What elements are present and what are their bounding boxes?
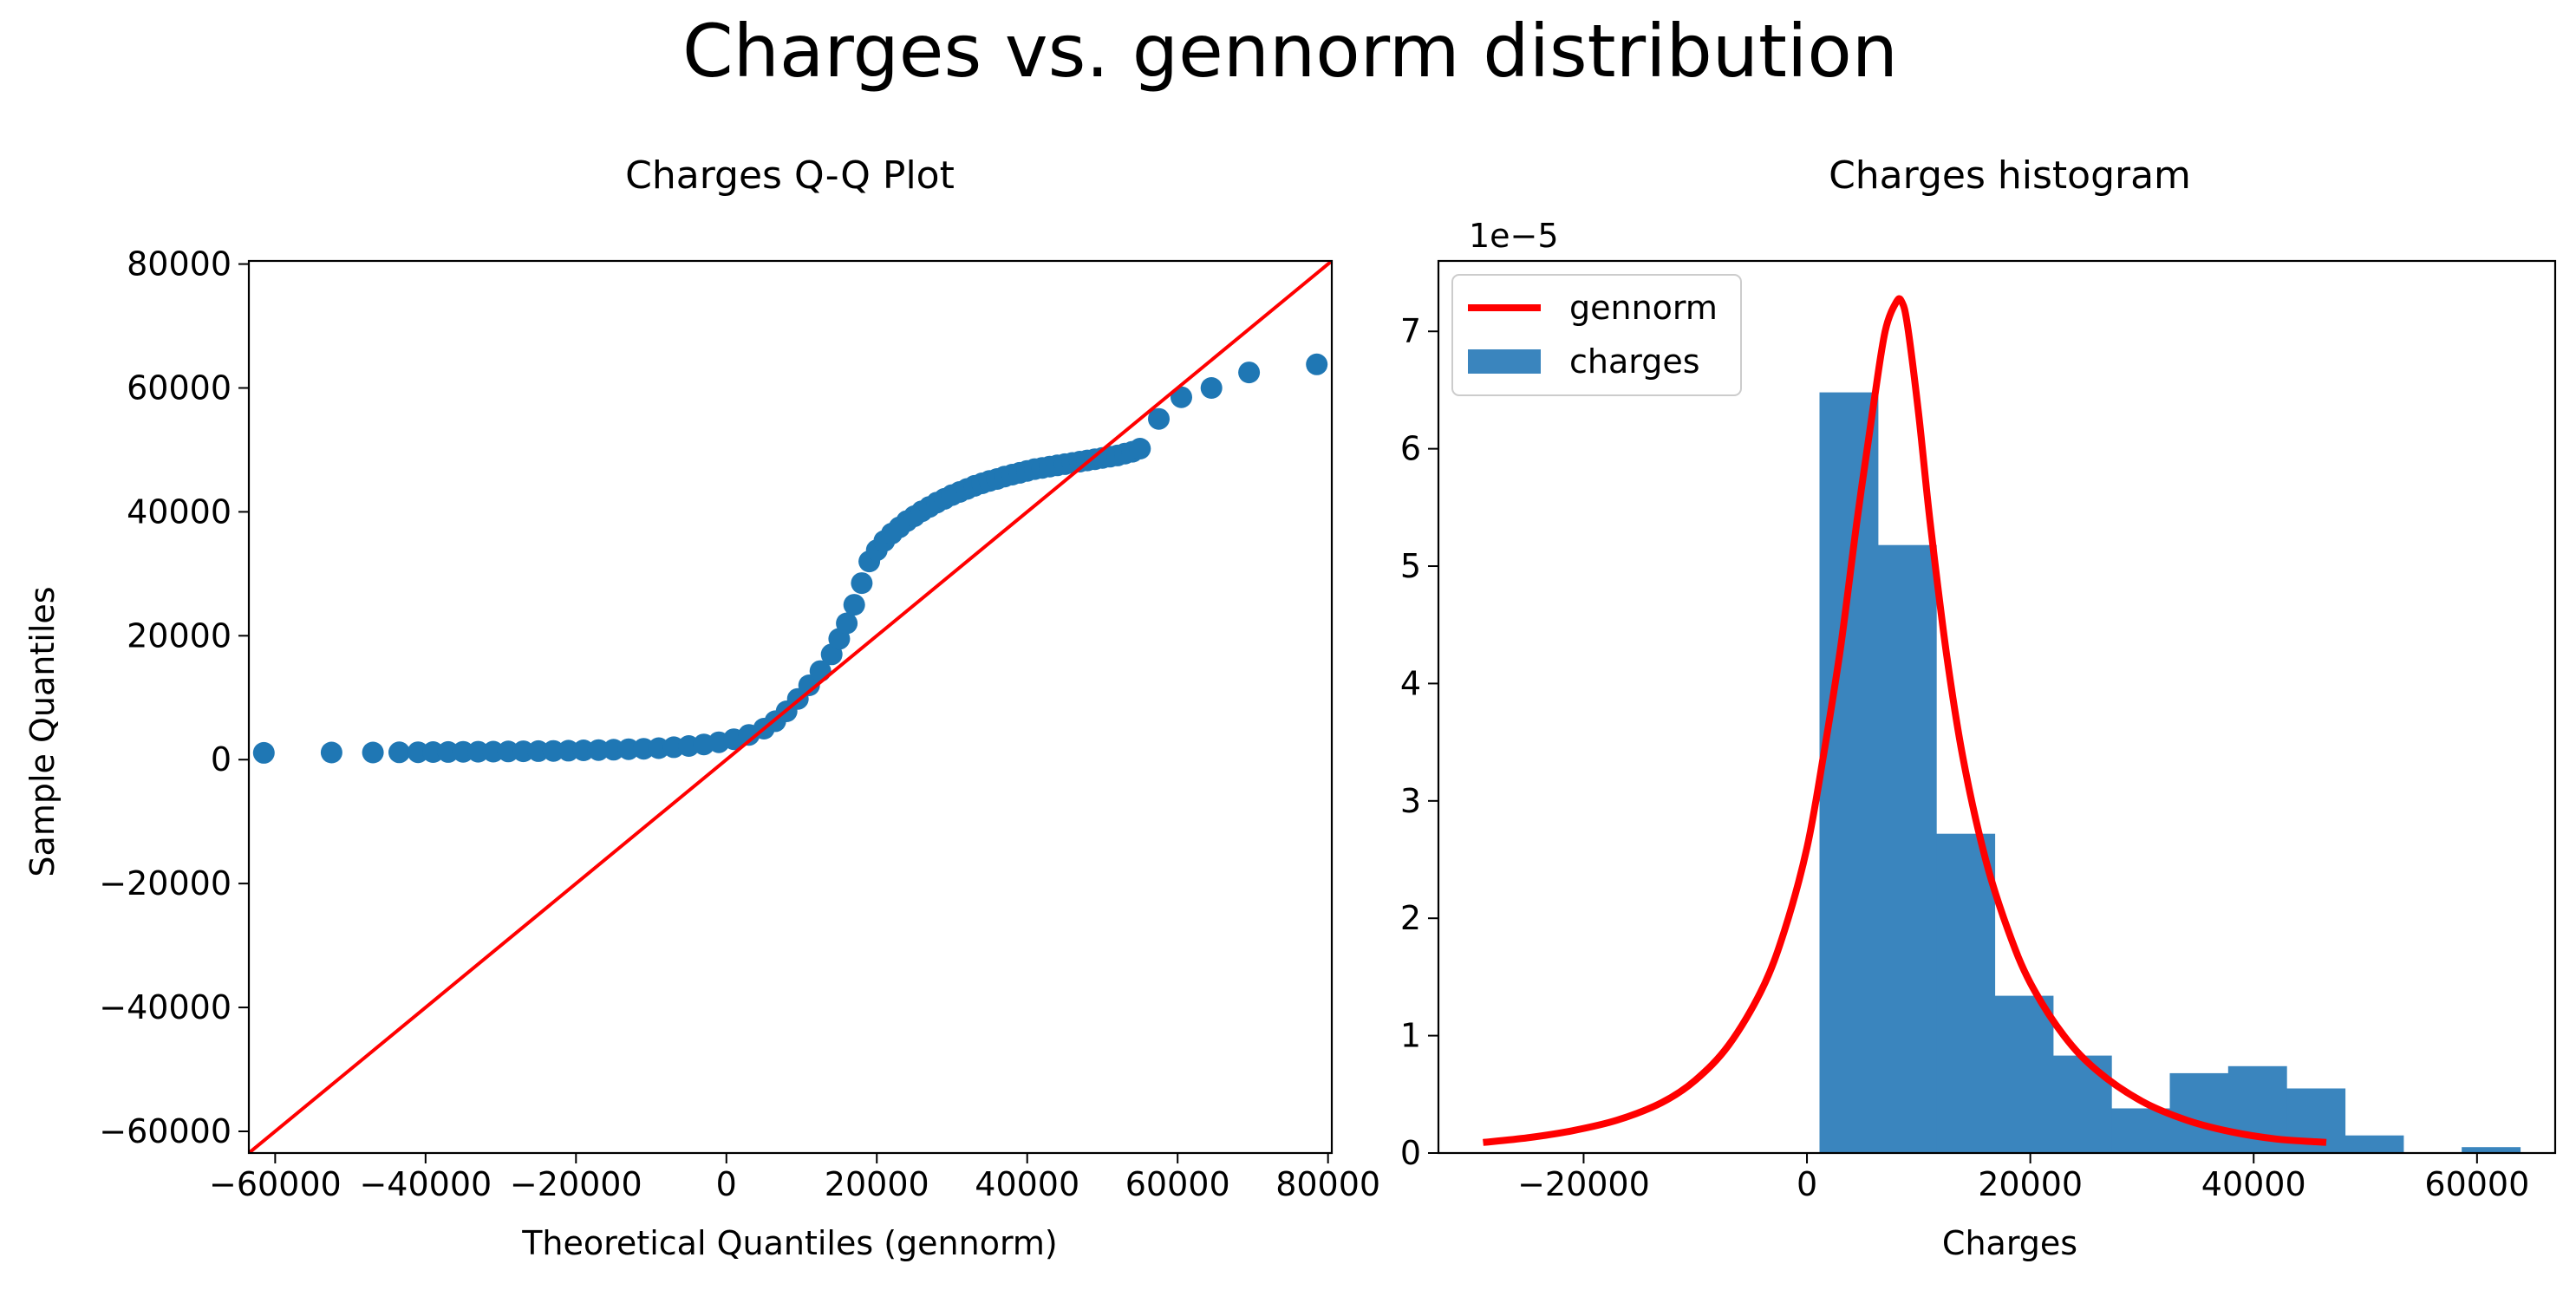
qq-x-tick-label: 60000 — [1125, 1165, 1230, 1203]
qq-point — [843, 594, 865, 616]
qq-point — [1171, 386, 1192, 408]
qq-point — [422, 741, 444, 763]
qq-point — [512, 740, 535, 763]
histogram-x-tick-label: 60000 — [2424, 1165, 2529, 1203]
qq-point — [467, 740, 489, 763]
histogram-y-tick-label: 7 — [1400, 312, 1421, 350]
qq-point — [542, 739, 564, 762]
qq-y-tick-label: 80000 — [127, 245, 232, 283]
histogram-x-tick-label: −20000 — [1517, 1165, 1650, 1203]
qq-y-tick-label: −40000 — [99, 988, 232, 1026]
qq-point — [572, 739, 595, 761]
qq-plot-frame — [247, 259, 1334, 1155]
qq-point — [452, 740, 474, 763]
qq-y-tick-label: 40000 — [127, 492, 232, 531]
qq-point — [836, 612, 858, 635]
qq-point — [1306, 353, 1328, 375]
qq-point — [851, 572, 873, 595]
qq-y-tick-label: 20000 — [127, 616, 232, 655]
histogram-y-tick-label: 1 — [1400, 1017, 1421, 1055]
histogram-x-tick-label: 20000 — [1978, 1165, 2083, 1203]
qq-y-tick-label: 0 — [211, 740, 232, 779]
qq-point — [497, 740, 519, 763]
histogram-bar — [2344, 1135, 2404, 1153]
qq-point — [482, 740, 505, 763]
histogram-plot: Charges histogram 1e−5 −20000 0 20000 40000… — [1400, 153, 2557, 1262]
histogram-bar — [1819, 392, 1879, 1153]
qq-point — [527, 739, 550, 762]
qq-plot-title: Charges Q-Q Plot — [625, 153, 955, 198]
histogram-y-tick-label: 3 — [1400, 782, 1421, 820]
qq-point — [558, 739, 580, 762]
qq-point — [388, 741, 410, 764]
qq-point — [362, 741, 384, 764]
histogram-bar — [1994, 995, 2054, 1153]
histogram-bar — [1877, 544, 1937, 1153]
histogram-bar — [2169, 1072, 2229, 1153]
histogram-marks — [1483, 295, 2521, 1153]
qq-y-tick-label: 60000 — [127, 368, 232, 407]
qq-x-ticks: −60000 −40000 −20000 0 20000 40000 60000 80000 — [209, 1153, 1380, 1203]
qq-x-axis-label: Theoretical Quantiles (gennorm) — [521, 1224, 1058, 1262]
qq-point — [1129, 438, 1151, 459]
histogram-y-tick-label: 2 — [1400, 899, 1421, 937]
gennorm-curve — [1483, 295, 2327, 1146]
qq-point — [1200, 377, 1223, 399]
qq-plot-area — [247, 259, 1334, 1155]
histogram-y-tick-label: 4 — [1400, 664, 1421, 702]
qq-x-tick-label: −40000 — [359, 1165, 492, 1203]
qq-y-axis-label: Sample Quantiles — [23, 586, 62, 876]
qq-x-tick-label: 20000 — [825, 1165, 929, 1203]
histogram-y-tick-label: 0 — [1400, 1134, 1421, 1172]
histogram-legend: gennorm charges — [1451, 274, 1742, 396]
qq-point — [252, 741, 275, 764]
histogram-y-tick-label: 6 — [1400, 430, 1421, 468]
histogram-offset-label: 1e−5 — [1469, 217, 1559, 255]
qq-plot: Charges Q-Q Plot −60000 −40000 −20000 0 2000… — [23, 153, 1380, 1262]
histogram-x-tick-label: 0 — [1797, 1165, 1817, 1203]
qq-point — [437, 740, 460, 763]
qq-x-tick-label: −20000 — [510, 1165, 642, 1203]
histogram-x-ticks: −20000 0 20000 40000 60000 — [1517, 1153, 2529, 1203]
qq-x-tick-label: 80000 — [1275, 1165, 1380, 1203]
qq-point — [1238, 362, 1261, 384]
histogram-bar — [2111, 1108, 2171, 1153]
qq-plot-marks — [249, 261, 1332, 1153]
histogram-area — [1437, 259, 2557, 1155]
histogram-y-tick-label: 5 — [1400, 547, 1421, 585]
legend-swatch-bar — [1468, 349, 1541, 374]
histogram-bar — [1936, 833, 1996, 1153]
histogram-bar — [2052, 1055, 2112, 1153]
histogram-x-axis-label: Charges — [1942, 1224, 2077, 1262]
qq-point — [587, 739, 610, 761]
qq-x-tick-label: 40000 — [975, 1165, 1079, 1203]
qq-point — [617, 738, 640, 760]
qq-reference-line — [249, 261, 1332, 1153]
histogram-title: Charges histogram — [1829, 153, 2191, 198]
qq-x-tick-label: 0 — [716, 1165, 737, 1203]
qq-point — [1148, 407, 1170, 430]
qq-point — [320, 741, 342, 764]
qq-point — [407, 741, 429, 764]
qq-x-tick-label: −60000 — [209, 1165, 342, 1203]
legend-label: charges — [1569, 342, 1700, 381]
histogram-y-ticks: 0 1 2 3 4 5 6 7 — [1400, 312, 1438, 1172]
histogram-frame — [1437, 259, 2557, 1155]
legend-label: gennorm — [1569, 289, 1718, 327]
qq-y-tick-label: −60000 — [99, 1112, 232, 1150]
qq-y-tick-label: −20000 — [99, 864, 232, 902]
qq-y-ticks: −60000 −40000 −20000 0 20000 40000 60000 80000 — [99, 245, 249, 1150]
histogram-x-tick-label: 40000 — [2201, 1165, 2306, 1203]
figure-title: Charges vs. gennorm distribution — [682, 9, 1898, 94]
histogram-bar — [2462, 1147, 2521, 1153]
